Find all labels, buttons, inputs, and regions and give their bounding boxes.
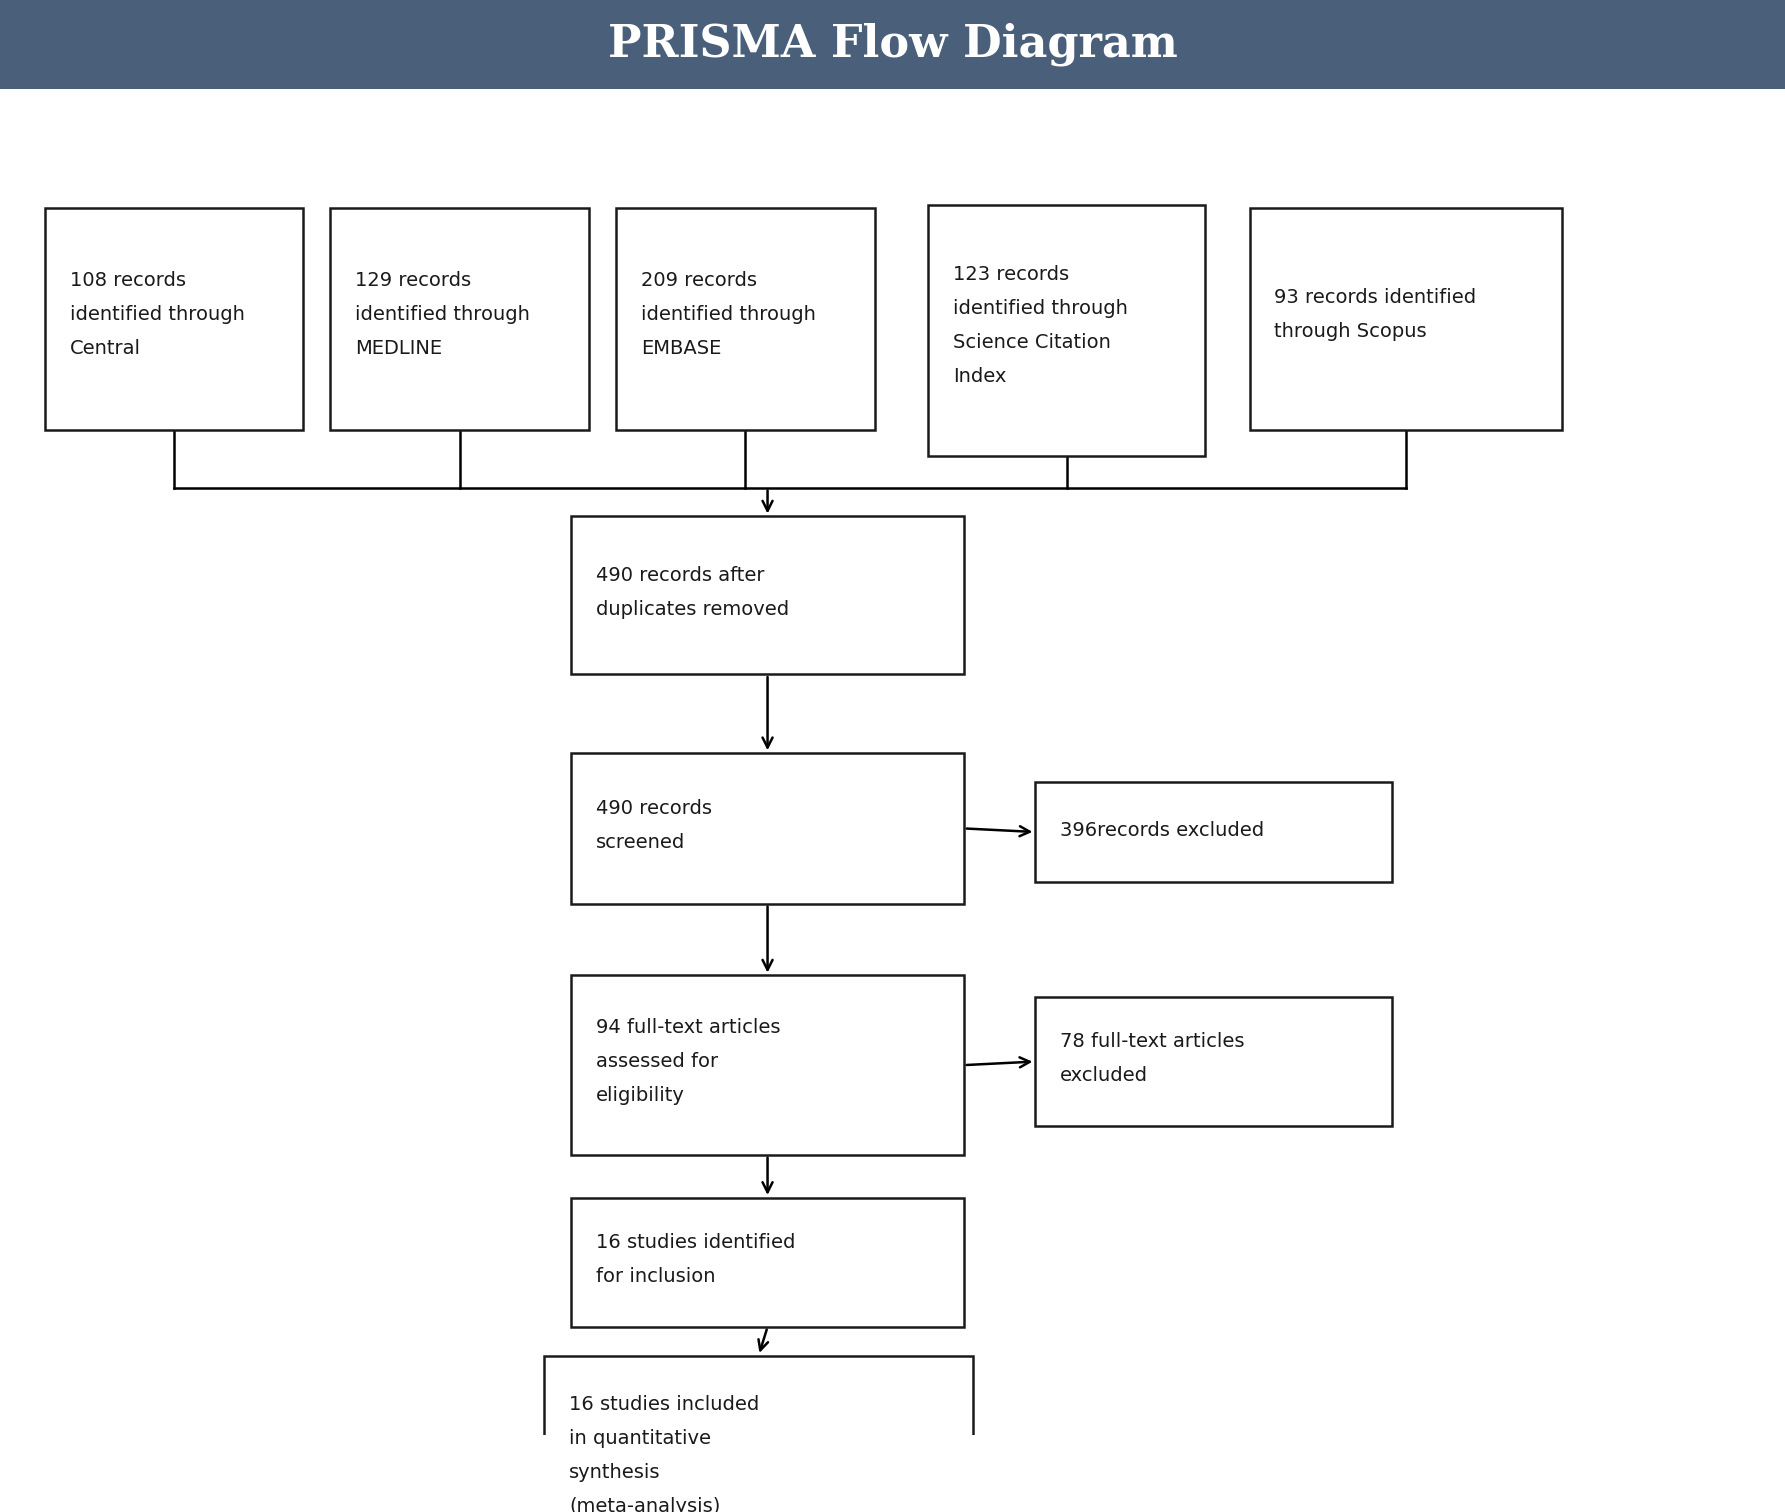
Text: 94 full-text articles
assessed for
eligibility: 94 full-text articles assessed for eligi… (596, 1018, 780, 1105)
Text: 16 studies identified
for inclusion: 16 studies identified for inclusion (596, 1234, 796, 1287)
Text: 78 full-text articles
excluded: 78 full-text articles excluded (1060, 1033, 1244, 1086)
Text: 93 records identified
through Scopus: 93 records identified through Scopus (1274, 289, 1476, 342)
FancyBboxPatch shape (1035, 996, 1392, 1126)
FancyBboxPatch shape (928, 206, 1205, 457)
FancyBboxPatch shape (45, 209, 303, 431)
Text: 123 records
identified through
Science Citation
Index: 123 records identified through Science C… (953, 265, 1128, 386)
FancyBboxPatch shape (1250, 209, 1562, 431)
FancyBboxPatch shape (0, 0, 1785, 89)
Text: 209 records
identified through
EMBASE: 209 records identified through EMBASE (641, 271, 816, 358)
FancyBboxPatch shape (571, 517, 964, 674)
Text: 108 records
identified through
Central: 108 records identified through Central (70, 271, 245, 358)
FancyBboxPatch shape (1035, 782, 1392, 881)
Text: 129 records
identified through
MEDLINE: 129 records identified through MEDLINE (355, 271, 530, 358)
FancyBboxPatch shape (616, 209, 875, 431)
Text: PRISMA Flow Diagram: PRISMA Flow Diagram (607, 23, 1178, 67)
FancyBboxPatch shape (571, 1198, 964, 1328)
FancyBboxPatch shape (571, 975, 964, 1155)
FancyBboxPatch shape (544, 1356, 973, 1512)
FancyBboxPatch shape (330, 209, 589, 431)
Text: 490 records after
duplicates removed: 490 records after duplicates removed (596, 565, 789, 618)
Text: 490 records
screened: 490 records screened (596, 798, 712, 851)
FancyBboxPatch shape (571, 753, 964, 904)
Text: 16 studies included
in quantitative
synthesis
(meta-analysis): 16 studies included in quantitative synt… (569, 1396, 760, 1512)
Text: 396records excluded: 396records excluded (1060, 821, 1264, 839)
